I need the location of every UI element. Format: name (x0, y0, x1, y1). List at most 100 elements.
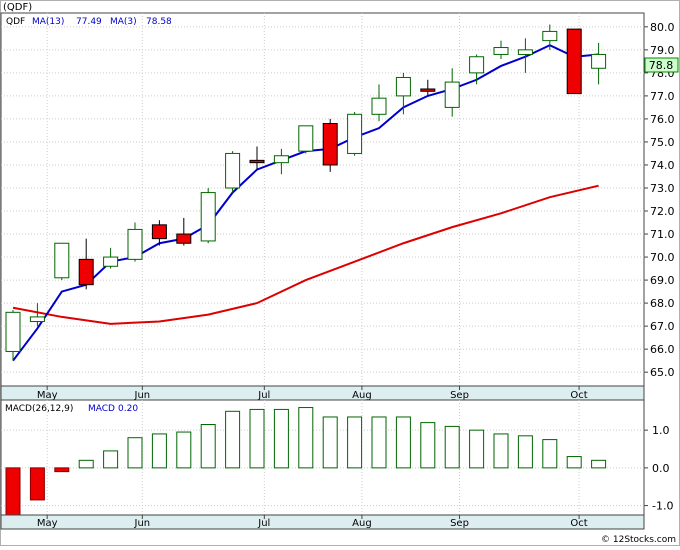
macd-bar (176, 431, 192, 469)
macd-bar (517, 435, 533, 469)
month-band-bottom (0, 514, 645, 530)
macd-bar (493, 433, 509, 469)
macd-bar (249, 408, 265, 469)
candle (5, 310, 21, 361)
month-label: Aug (352, 390, 372, 401)
month-label: Oct (570, 390, 587, 401)
macd-bar (542, 439, 558, 469)
macd-bar (322, 416, 338, 469)
candle (225, 151, 241, 193)
macd-bar (54, 467, 70, 473)
legend-ma3-value: 78.58 (146, 17, 172, 27)
price-tick-label: 65.0 (650, 366, 675, 379)
candle (469, 54, 485, 85)
candle (249, 146, 265, 170)
macd-bar (103, 450, 119, 469)
price-tick-label: 70.0 (650, 251, 675, 264)
macd-bar (371, 416, 387, 469)
candle-body (298, 125, 314, 152)
price-tick-label: 79.0 (650, 44, 675, 57)
price-tick-label: 77.0 (650, 90, 675, 103)
footer-credit: © 12Stocks.com (601, 535, 676, 545)
macd-bar (5, 467, 21, 516)
price-tick-label: 75.0 (650, 136, 675, 149)
candle (176, 217, 192, 246)
candle-body (566, 28, 582, 95)
candle (444, 68, 460, 117)
macd-bar (151, 433, 167, 469)
candle (395, 72, 411, 115)
candle (420, 79, 436, 96)
month-band-top (0, 385, 645, 401)
candle (517, 38, 533, 73)
candle-body (127, 228, 143, 260)
macd-bar (273, 408, 289, 469)
macd-legend-name: MACD (88, 404, 115, 414)
candle-body (103, 256, 119, 267)
price-tick-label: 71.0 (650, 228, 675, 241)
candle-body (249, 159, 265, 164)
macd-legend: MACD(26,12,9) MACD 0.20 (5, 404, 138, 414)
candle-body (493, 47, 509, 55)
candle-body (469, 56, 485, 74)
price-y-axis: 65.0 66.0 67.0 68.0 69.0 70.0 71.0 72.0 73.0 74.0… (644, 21, 675, 379)
price-tick-label: 66.0 (650, 343, 675, 356)
month-labels-top: May Jun Jul Aug Sep Oct (37, 386, 588, 401)
month-labels-bottom: May Jun Jul Aug Sep Oct (37, 515, 588, 529)
legend-ticker: QDF (6, 17, 25, 27)
candlesticks (5, 24, 607, 361)
price-tick-label: 67.0 (650, 320, 675, 333)
macd-bar (225, 410, 241, 469)
macd-bar (591, 459, 607, 469)
month-label: Jun (134, 390, 151, 401)
price-tick-label: 72.0 (650, 205, 675, 218)
candle (542, 24, 558, 50)
macd-tick-label: -1.0 (652, 500, 673, 513)
candle-body (54, 242, 70, 279)
candle-body (371, 97, 387, 115)
candle-body (176, 233, 192, 244)
macd-bar (127, 437, 143, 469)
candle (371, 84, 387, 122)
candle-body (542, 30, 558, 42)
macd-bar (469, 429, 485, 469)
ma3-line (12, 184, 599, 325)
candle-body (591, 53, 607, 69)
price-panel (0, 12, 645, 387)
macd-bars (5, 407, 607, 516)
macd-bar (420, 422, 436, 469)
candle (298, 125, 314, 154)
month-label: Sep (450, 518, 469, 529)
candle (322, 118, 338, 172)
month-label: Jul (257, 390, 270, 401)
macd-bar (566, 456, 582, 469)
month-label: May (37, 390, 58, 401)
candle (200, 187, 216, 244)
candle-body (395, 76, 411, 97)
price-tick-label: 69.0 (650, 274, 675, 287)
candle-body (322, 123, 338, 166)
month-label: May (37, 518, 58, 529)
legend-ma3-label: MA(3) (110, 17, 137, 27)
candle-body (225, 152, 241, 189)
candle (566, 28, 582, 95)
candle-body (78, 258, 94, 286)
last-price-label: 78.8 (649, 59, 674, 72)
candle-body (200, 192, 216, 242)
candle-body (444, 81, 460, 108)
candle (493, 40, 509, 60)
price-tick-label: 73.0 (650, 182, 675, 195)
candle-body (347, 113, 363, 154)
macd-bar (78, 459, 94, 469)
price-grid (1, 13, 644, 386)
price-tick-label: 74.0 (650, 159, 675, 172)
last-price-box (644, 57, 679, 73)
legend-ma13-label: MA(13) (32, 17, 64, 27)
price-tick-label: 76.0 (650, 113, 675, 126)
price-tick-label: 68.0 (650, 297, 675, 310)
candle (591, 42, 607, 85)
month-label: Jul (257, 518, 270, 529)
candle-body (151, 224, 167, 240)
